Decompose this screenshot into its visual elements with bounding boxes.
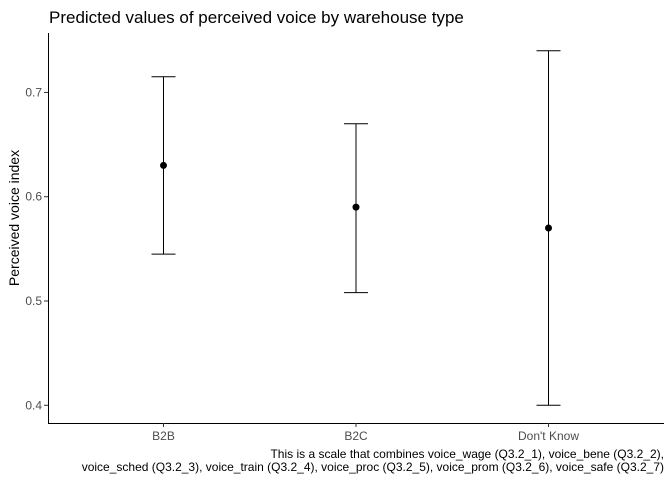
data-point bbox=[352, 203, 360, 211]
x-tick-label: B2B bbox=[152, 429, 175, 443]
x-tick-label: Don't Know bbox=[518, 429, 579, 443]
data-point bbox=[160, 161, 167, 169]
data-point bbox=[545, 224, 552, 232]
y-tick-label: 0.7 bbox=[25, 85, 42, 99]
caption-line-2: voice_sched (Q3.2_3), voice_train (Q3.2_… bbox=[82, 460, 664, 474]
chart-title: Predicted values of perceived voice by w… bbox=[49, 8, 464, 27]
x-tick-label: B2C bbox=[344, 429, 368, 443]
y-tick-label: 0.5 bbox=[25, 294, 42, 308]
caption-line-1: This is a scale that combines voice_wage… bbox=[270, 447, 664, 461]
chart-marks: 0.4 0.5 0.6 0.7 B2B B2C Don't Know bbox=[25, 50, 579, 443]
y-axis-label: Perceived voice index bbox=[6, 150, 22, 286]
y-tick-label: 0.6 bbox=[25, 190, 42, 204]
y-tick-label: 0.4 bbox=[25, 398, 42, 412]
